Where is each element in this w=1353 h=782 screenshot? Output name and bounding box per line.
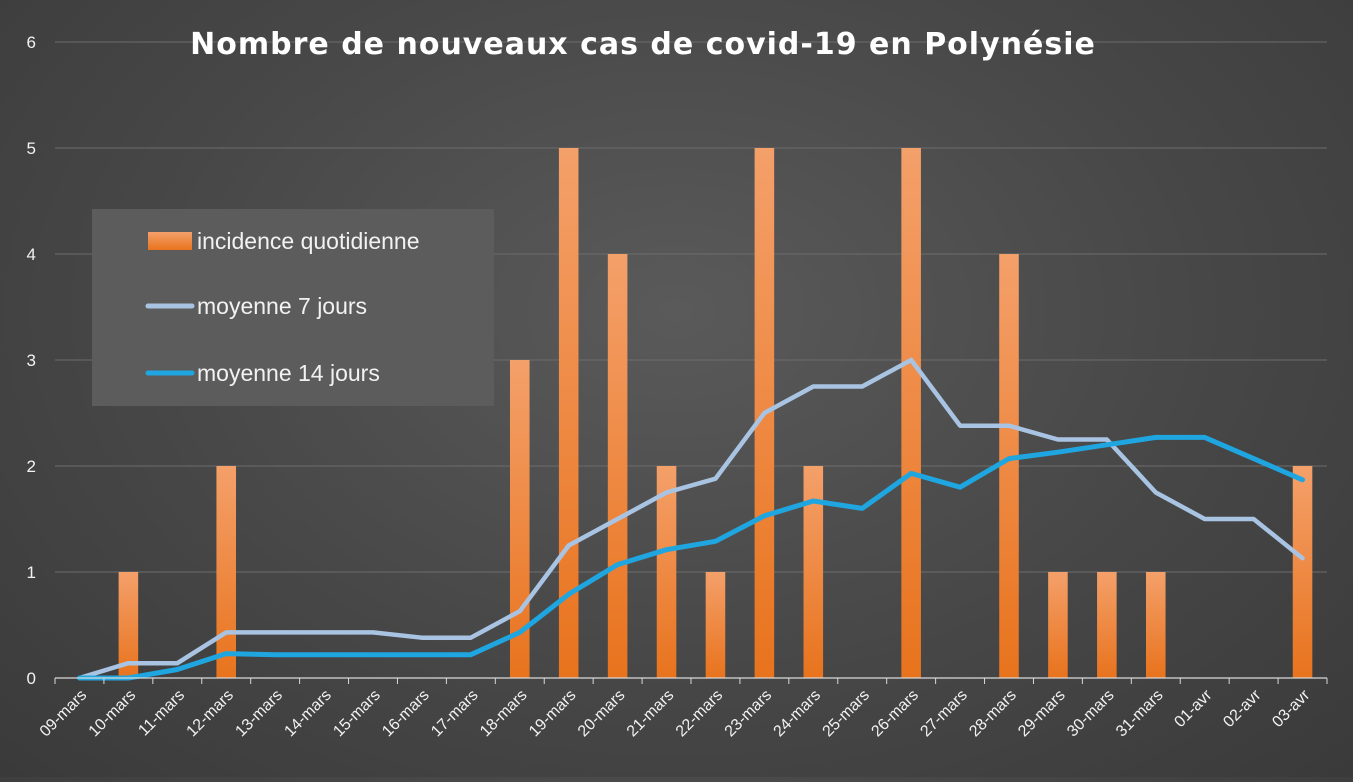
bar-26-mars bbox=[901, 148, 921, 678]
bar-19-mars bbox=[558, 148, 579, 678]
x-tick-label: 13-mars bbox=[232, 687, 286, 741]
bar-31-mars bbox=[1145, 572, 1166, 678]
x-tick-label: 14-mars bbox=[281, 687, 335, 741]
x-tick-label: 09-mars bbox=[37, 687, 91, 741]
y-tick-label: 0 bbox=[27, 669, 36, 688]
legend-label: incidence quotidienne bbox=[197, 228, 420, 254]
y-tick-label: 6 bbox=[27, 33, 36, 52]
x-tick-label: 18-mars bbox=[477, 687, 531, 741]
line-moyenne-7-jours bbox=[77, 357, 1305, 681]
x-tick-label: 01-avr bbox=[1171, 686, 1216, 731]
x-tick-label: 23-mars bbox=[722, 687, 776, 741]
bar-10-mars bbox=[118, 572, 139, 678]
bar-30-mars bbox=[1097, 572, 1117, 678]
legend-swatch-bar bbox=[148, 232, 192, 250]
x-tick-label: 25-mars bbox=[820, 687, 874, 741]
y-tick-label: 4 bbox=[27, 245, 36, 264]
x-tick-label: 17-mars bbox=[428, 687, 482, 741]
legend-label: moyenne 14 jours bbox=[197, 360, 380, 386]
x-tick-label: 26-mars bbox=[868, 687, 922, 741]
bar-20-mars bbox=[607, 254, 628, 678]
bar-03-avr bbox=[1292, 466, 1313, 678]
y-tick-label: 3 bbox=[27, 351, 36, 370]
x-tick-label: 03-avr bbox=[1269, 686, 1314, 731]
y-tick-label: 2 bbox=[27, 457, 36, 476]
x-tick-label: 29-mars bbox=[1015, 687, 1069, 741]
x-tick-label: 22-mars bbox=[673, 687, 727, 741]
legend-label: moyenne 7 jours bbox=[197, 293, 367, 319]
x-tick-label: 19-mars bbox=[526, 687, 580, 741]
x-tick-label: 11-mars bbox=[135, 687, 188, 740]
bar-series bbox=[118, 148, 1313, 678]
x-tick-label: 24-mars bbox=[771, 687, 825, 741]
legend: incidence quotidienne moyenne 7 jours moye… bbox=[92, 209, 494, 406]
bar-18-mars bbox=[509, 360, 530, 678]
x-tick-label: 16-mars bbox=[379, 687, 433, 741]
y-tick-label: 1 bbox=[27, 563, 36, 582]
line-moyenne-14-jours bbox=[77, 434, 1305, 681]
bar-22-mars bbox=[705, 572, 726, 678]
x-tick-label: 20-mars bbox=[575, 687, 629, 741]
bar-24-mars bbox=[803, 466, 824, 678]
bar-21-mars bbox=[656, 466, 677, 678]
chart-title: Nombre de nouveaux cas de covid-19 en Po… bbox=[190, 27, 1096, 62]
bar-12-mars bbox=[216, 466, 237, 678]
x-tick-label: 30-mars bbox=[1064, 687, 1118, 741]
x-tick-label: 15-mars bbox=[330, 687, 384, 741]
bar-28-mars bbox=[999, 254, 1019, 678]
x-tick-label: 10-mars bbox=[86, 687, 140, 741]
y-tick-label: 5 bbox=[27, 139, 36, 158]
x-tick-label: 21-mars bbox=[624, 687, 678, 741]
x-tick-label: 31-mars bbox=[1113, 687, 1167, 741]
line-series bbox=[77, 357, 1305, 681]
x-tick-label: 12-mars bbox=[184, 687, 238, 741]
x-tick-label: 27-mars bbox=[917, 687, 971, 741]
x-tick-label: 02-avr bbox=[1220, 686, 1265, 731]
bar-29-mars bbox=[1048, 572, 1068, 678]
x-tick-label: 28-mars bbox=[966, 687, 1020, 741]
